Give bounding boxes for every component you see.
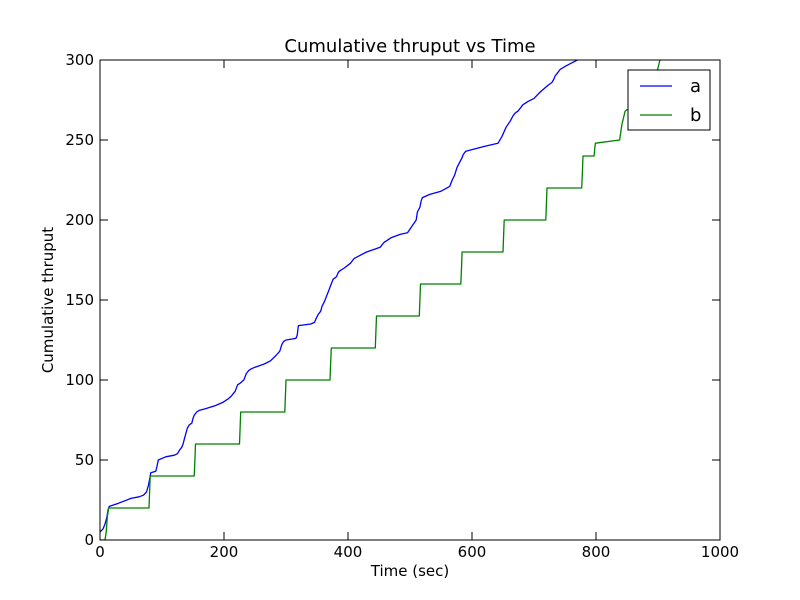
y-tick-label: 200 — [65, 211, 94, 229]
series-layer — [100, 60, 661, 540]
plot-area — [100, 60, 720, 540]
x-tick-label: 800 — [582, 543, 611, 561]
legend-label-a: a — [690, 76, 701, 97]
series-line-b — [100, 60, 661, 540]
y-tick-label: 50 — [75, 451, 94, 469]
x-axis-label: Time (sec) — [370, 562, 449, 580]
y-tick-label: 150 — [65, 291, 94, 309]
series-line-a — [100, 60, 579, 533]
y-tick-label: 100 — [65, 371, 94, 389]
x-tick-label: 0 — [95, 543, 105, 561]
y-tick-label: 0 — [84, 531, 94, 549]
chart-title: Cumulative thruput vs Time — [284, 36, 535, 57]
x-tick-label: 1000 — [701, 543, 739, 561]
plot-frame — [99, 59, 721, 541]
y-tick-label: 250 — [65, 131, 94, 149]
x-tick-label: 200 — [210, 543, 239, 561]
legend-box — [627, 69, 711, 131]
y-tick-label: 300 — [65, 51, 94, 69]
x-tick-label: 400 — [334, 543, 363, 561]
ticks-layer: 0 200 400 600 800 1000 0 50 100 150 200 250 300 — [65, 51, 739, 561]
y-axis-label: Cumulative thruput — [39, 227, 57, 373]
legend-label-b: b — [690, 105, 701, 126]
x-tick-label: 600 — [458, 543, 487, 561]
legend: a b — [627, 69, 711, 131]
